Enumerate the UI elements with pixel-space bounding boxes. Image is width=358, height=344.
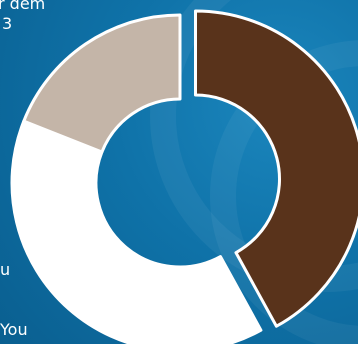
text-fragment-digit: 3 [2,14,13,33]
text-fragment-bottom: You [0,320,28,339]
text-fragment-top: r dem [0,0,46,13]
donut-slice-1 [193,9,358,328]
text-fragment-left: u [0,260,11,279]
donut-slice-3 [22,13,182,154]
donut-slice-2 [10,119,263,344]
